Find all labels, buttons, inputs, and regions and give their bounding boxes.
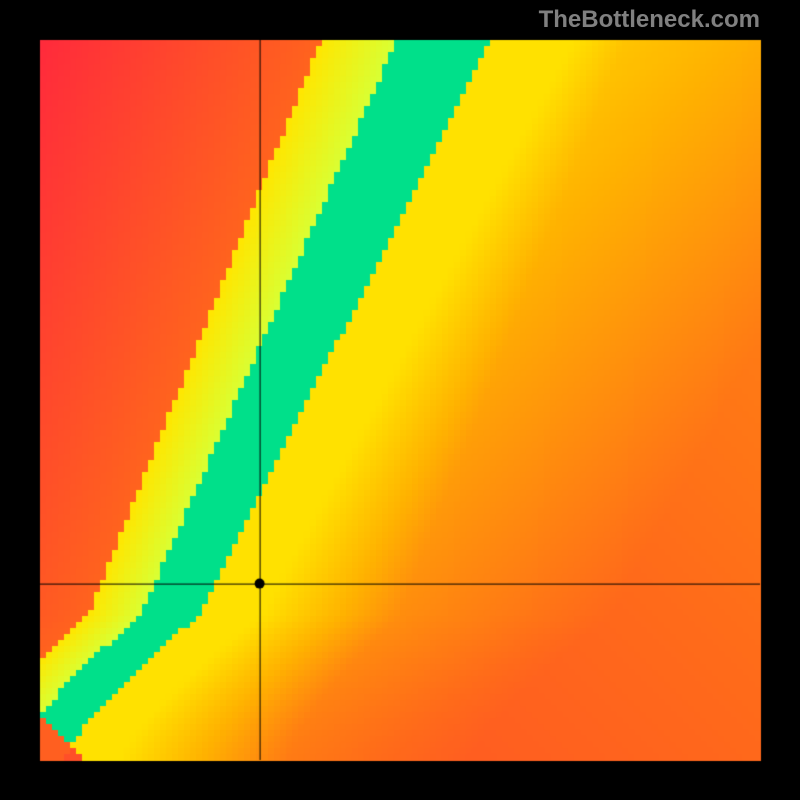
- watermark-text: TheBottleneck.com: [539, 6, 760, 34]
- heatmap-canvas: [0, 0, 800, 800]
- heatmap-container: { "canvas": { "width": 800, "height": 80…: [0, 0, 800, 800]
